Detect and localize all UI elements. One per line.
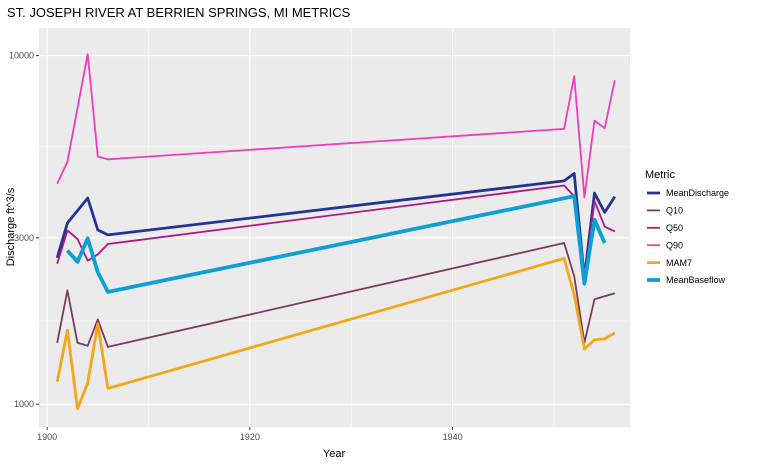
- plot-panel: [39, 28, 630, 427]
- series-line-q10: [56, 242, 616, 348]
- legend-label-q90: Q90: [666, 240, 683, 250]
- series-line-q50: [56, 184, 616, 286]
- legend-items: MeanDischarge Q10 Q50 Q90 MAM7 MeanBaseflow: [645, 184, 729, 289]
- axis-ticks: [36, 55, 454, 430]
- legend-title: Metric: [645, 169, 675, 181]
- series-line-meandischarge: [55, 172, 616, 280]
- y-tick-label: 10000: [9, 51, 34, 61]
- x-tick-label: 1920: [240, 432, 260, 442]
- legend-label-meandischarge: MeanDischarge: [666, 188, 729, 198]
- series-line-mam7: [55, 256, 616, 411]
- x-tick-label: 1940: [443, 432, 463, 442]
- x-tick-labels: 1900 1920 1940: [37, 432, 463, 442]
- legend-label-q50: Q50: [666, 223, 683, 233]
- y-tick-label: 3000: [14, 233, 34, 243]
- chart-title: ST. JOSEPH RIVER AT BERRIEN SPRINGS, MI …: [7, 5, 351, 20]
- grid-major: [39, 28, 630, 427]
- grid-minor: [39, 28, 630, 427]
- x-axis-title: Year: [323, 448, 346, 460]
- series-line-q90: [56, 53, 616, 199]
- legend-label-mam7: MAM7: [666, 258, 692, 268]
- y-axis-title: Discharge ft^3/s: [5, 187, 17, 266]
- legend-label-q10: Q10: [666, 206, 683, 216]
- series-layer: [55, 53, 616, 411]
- y-tick-label: 1000: [14, 399, 34, 409]
- series-line-meanbaseflow: [65, 194, 607, 294]
- x-tick-label: 1900: [37, 432, 57, 442]
- y-tick-labels: 1000 3000 10000: [9, 51, 34, 410]
- legend: Metric MeanDischarge Q10 Q50 Q90 MAM7 MeanBas…: [645, 169, 729, 289]
- legend-label-meanbaseflow: MeanBaseflow: [666, 275, 726, 285]
